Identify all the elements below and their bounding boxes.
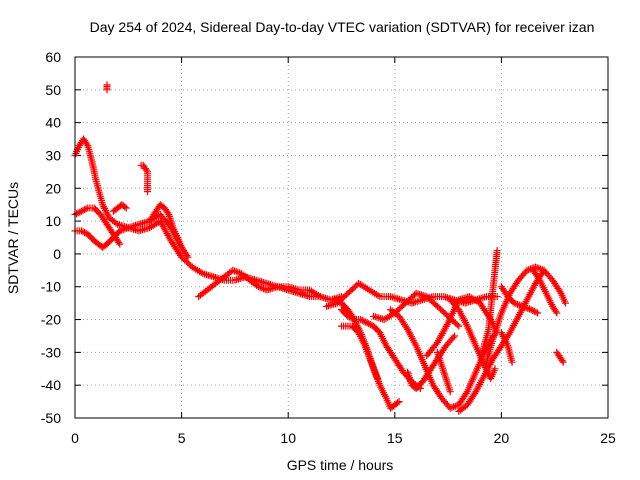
data-point-track bbox=[146, 201, 192, 261]
data-point-track bbox=[338, 322, 382, 383]
y-tick-label: 50 bbox=[45, 82, 61, 98]
y-tick-label: 30 bbox=[45, 147, 61, 163]
series-track-1 bbox=[71, 135, 324, 301]
series-track-13 bbox=[387, 306, 497, 412]
axis-ticks: 0 5 10 15 20 25 -50 -40 -30 -20 -10 0 10 20 30 40 50 60 bbox=[41, 49, 616, 446]
y-tick-label: -40 bbox=[41, 377, 61, 393]
series-track-22 bbox=[497, 283, 542, 317]
y-tick-label: 40 bbox=[45, 115, 61, 131]
data-point-track bbox=[497, 283, 542, 317]
series-track-19 bbox=[455, 266, 548, 415]
series-track-23 bbox=[497, 329, 516, 366]
y-tick-label: 20 bbox=[45, 180, 61, 196]
x-tick-label: 5 bbox=[178, 430, 186, 446]
data-point-track bbox=[529, 266, 561, 317]
series-track-7 bbox=[146, 201, 192, 261]
x-axis-label: GPS time / hours bbox=[287, 457, 394, 473]
x-tick-label: 25 bbox=[600, 430, 616, 446]
y-axis-label: SDTVAR / TECUs bbox=[5, 182, 21, 294]
data-point-track bbox=[553, 348, 567, 366]
data-point-track bbox=[195, 266, 345, 304]
y-tick-label: -30 bbox=[41, 344, 61, 360]
data-point-track bbox=[71, 135, 324, 301]
series-track-4 bbox=[109, 201, 130, 215]
y-tick-label: 60 bbox=[45, 49, 61, 65]
data-point-track bbox=[387, 306, 497, 412]
series-track-20 bbox=[478, 247, 501, 356]
plot-area-border bbox=[74, 56, 609, 419]
y-tick-label: -50 bbox=[41, 410, 61, 426]
series-track-25 bbox=[553, 348, 567, 366]
chart-title: Day 254 of 2024, Sidereal Day-to-day VTE… bbox=[90, 19, 595, 35]
y-tick-label: -10 bbox=[41, 279, 61, 295]
data-point-track bbox=[455, 266, 548, 415]
series-track-8 bbox=[195, 266, 345, 304]
data-point-track bbox=[103, 81, 111, 94]
y-tick-label: 0 bbox=[53, 246, 61, 262]
x-tick-label: 10 bbox=[280, 430, 296, 446]
series-track-21 bbox=[483, 263, 569, 366]
data-point-track bbox=[478, 247, 501, 356]
x-tick-label: 0 bbox=[71, 430, 79, 446]
data-point-track bbox=[483, 263, 569, 366]
grid bbox=[75, 57, 608, 418]
data-marks bbox=[71, 81, 569, 415]
y-tick-label: -20 bbox=[41, 312, 61, 328]
data-point-track bbox=[433, 348, 454, 396]
series-track-17 bbox=[433, 348, 454, 396]
x-tick-label: 20 bbox=[494, 430, 510, 446]
x-tick-label: 15 bbox=[387, 430, 403, 446]
data-point-track bbox=[109, 201, 130, 215]
series-track-24 bbox=[529, 266, 561, 317]
data-point-track bbox=[137, 161, 151, 196]
series-track-6 bbox=[137, 161, 151, 196]
series-track-12 bbox=[338, 322, 382, 383]
series-track-5 bbox=[103, 81, 111, 94]
data-point-track bbox=[497, 329, 516, 366]
y-tick-label: 10 bbox=[45, 213, 61, 229]
